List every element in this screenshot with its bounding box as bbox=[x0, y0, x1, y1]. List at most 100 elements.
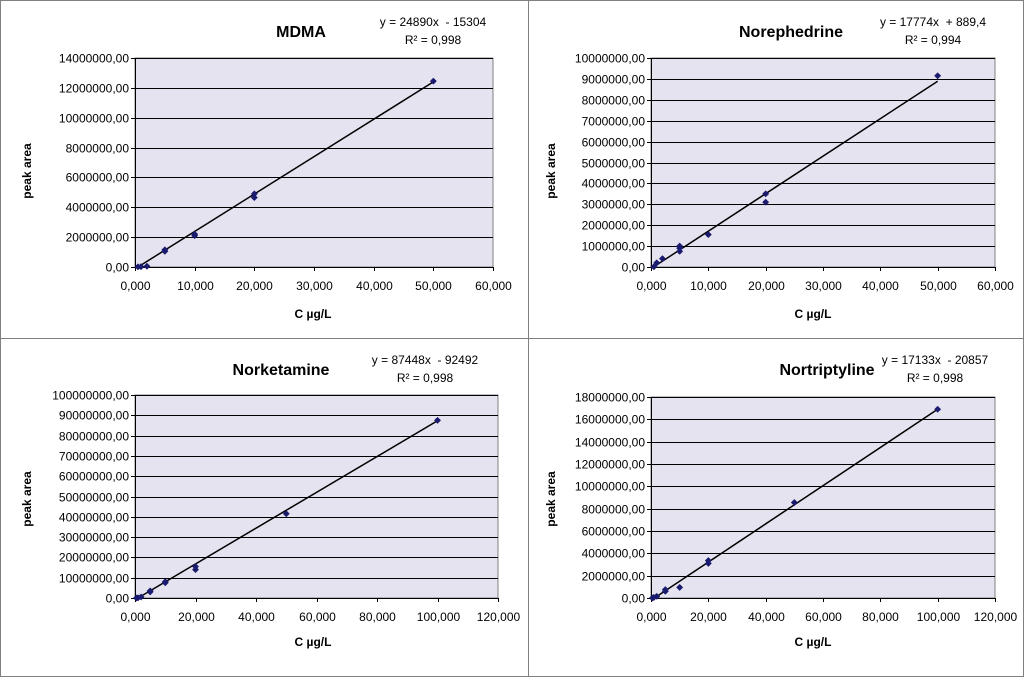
y-tick-label: 1000000,00 bbox=[582, 240, 646, 254]
x-tick-label: 40,000 bbox=[356, 279, 393, 293]
y-tick-label: 14000000,00 bbox=[575, 436, 645, 450]
y-tick-label: 10000000,00 bbox=[575, 52, 645, 66]
x-tick-label: 20,000 bbox=[748, 279, 785, 293]
chart-title: Nortriptyline bbox=[779, 362, 874, 379]
r-squared-label: R² = 0,994 bbox=[905, 33, 962, 47]
data-point bbox=[658, 255, 667, 263]
x-axis-title: C µg/L bbox=[795, 635, 832, 649]
data-point bbox=[250, 194, 258, 202]
data-point bbox=[934, 72, 942, 80]
x-axis-title: C µg/L bbox=[295, 635, 332, 649]
y-tick-label: 4000000,00 bbox=[66, 201, 130, 215]
y-tick-label: 0,00 bbox=[106, 592, 130, 606]
y-tick-label: 80000000,00 bbox=[59, 430, 129, 444]
y-tick-label: 50000000,00 bbox=[59, 491, 129, 505]
x-tick-label: 20,000 bbox=[178, 610, 215, 624]
trendline bbox=[137, 420, 438, 599]
y-tick-label: 3000000,00 bbox=[582, 198, 646, 212]
chart-panel-mdma: 0,00 2000000,00 4000000,00 6000000,00 800000… bbox=[0, 0, 529, 339]
x-tick-label: 60,000 bbox=[475, 279, 512, 293]
trendline-equation: y = 17774x + 889,4 bbox=[880, 15, 986, 29]
data-point bbox=[191, 230, 199, 238]
x-tick-label: 20,000 bbox=[690, 610, 727, 624]
y-tick-label: 4000000,00 bbox=[582, 547, 646, 561]
y-tick-label: 12000000,00 bbox=[575, 458, 645, 472]
plot-area bbox=[650, 396, 996, 599]
x-tick-label: 10,000 bbox=[690, 279, 727, 293]
y-tick-label: 30000000,00 bbox=[59, 531, 129, 545]
x-tick-label: 40,000 bbox=[748, 610, 785, 624]
x-tick-label: 0,000 bbox=[636, 610, 666, 624]
y-tick-label: 40000000,00 bbox=[59, 511, 129, 525]
trendline-equation: y = 24890x - 15304 bbox=[380, 15, 487, 29]
x-tick-label: 30,000 bbox=[805, 279, 842, 293]
chart-panel-norephedrine: 0,00 1000000,00 2000000,00 3000000,00 400000… bbox=[528, 0, 1024, 339]
x-tick-label: 40,000 bbox=[862, 279, 899, 293]
y-tick-label: 8000000,00 bbox=[582, 503, 646, 517]
y-tick-label: 4000000,00 bbox=[582, 177, 646, 191]
data-point bbox=[676, 583, 684, 591]
x-tick-label: 100,000 bbox=[417, 610, 461, 624]
chart-svg-norephedrine: 0,00 1000000,00 2000000,00 3000000,00 400000… bbox=[544, 15, 1014, 321]
x-tick-label: 80,000 bbox=[359, 610, 396, 624]
y-tick-label: 90000000,00 bbox=[59, 409, 129, 423]
data-point bbox=[704, 231, 712, 239]
data-point bbox=[934, 405, 942, 413]
x-tick-label: 60,000 bbox=[805, 610, 842, 624]
data-point bbox=[653, 592, 661, 600]
chart-svg-mdma: 0,00 2000000,00 4000000,00 6000000,00 800000… bbox=[20, 15, 512, 321]
y-tick-label: 6000000,00 bbox=[582, 525, 646, 539]
x-tick-label: 0,000 bbox=[636, 279, 666, 293]
y-tick-label: 8000000,00 bbox=[582, 94, 646, 108]
x-tick-label: 10,000 bbox=[177, 279, 214, 293]
x-tick-label: 60,000 bbox=[299, 610, 336, 624]
data-point bbox=[429, 77, 437, 85]
x-tick-label: 50,000 bbox=[415, 279, 452, 293]
y-tick-label: 60000000,00 bbox=[59, 470, 129, 484]
data-point bbox=[762, 198, 770, 206]
data-point bbox=[282, 510, 290, 518]
y-tick-label: 12000000,00 bbox=[59, 82, 129, 96]
trendline-equation: y = 87448x - 92492 bbox=[372, 353, 479, 367]
y-tick-label: 10000000,00 bbox=[59, 572, 129, 586]
y-axis-title: peak area bbox=[20, 143, 34, 199]
x-tick-label: 50,000 bbox=[920, 279, 957, 293]
chart-panel-norketamine: 0,00 10000000,00 20000000,00 30000000,00 400… bbox=[0, 338, 529, 677]
y-tick-label: 10000000,00 bbox=[575, 480, 645, 494]
chart-title: Norketamine bbox=[233, 362, 330, 379]
data-point bbox=[143, 262, 151, 270]
y-tick-label: 5000000,00 bbox=[582, 157, 646, 171]
chart-svg-nortriptyline: 0,00 2000000,00 4000000,00 6000000,00 800000… bbox=[544, 353, 1018, 649]
data-point bbox=[191, 562, 200, 571]
x-tick-label: 120,000 bbox=[974, 610, 1018, 624]
x-tick-label: 100,000 bbox=[917, 610, 961, 624]
y-tick-label: 14000000,00 bbox=[59, 52, 129, 66]
data-point bbox=[650, 263, 658, 271]
x-axis-title: C µg/L bbox=[795, 307, 832, 321]
data-point bbox=[161, 578, 169, 586]
trendline-equation: y = 17133x - 20857 bbox=[882, 353, 989, 367]
y-tick-label: 9000000,00 bbox=[582, 73, 646, 87]
data-point bbox=[146, 587, 154, 595]
y-tick-label: 100000000,00 bbox=[52, 389, 129, 403]
r-squared-label: R² = 0,998 bbox=[405, 33, 462, 47]
y-tick-label: 7000000,00 bbox=[582, 115, 646, 129]
data-point bbox=[137, 263, 145, 271]
chart-title: Norephedrine bbox=[739, 24, 843, 41]
data-point bbox=[762, 190, 770, 198]
x-tick-label: 0,000 bbox=[120, 279, 150, 293]
data-point bbox=[161, 246, 169, 254]
y-axis-title: peak area bbox=[544, 471, 558, 527]
x-tick-label: 20,000 bbox=[236, 279, 273, 293]
chart-svg-norketamine: 0,00 10000000,00 20000000,00 30000000,00 400… bbox=[20, 353, 521, 649]
y-axis-title: peak area bbox=[20, 471, 34, 527]
data-point bbox=[661, 586, 669, 594]
x-tick-label: 30,000 bbox=[296, 279, 333, 293]
y-axis-title: peak area bbox=[544, 143, 558, 199]
y-tick-label: 10000000,00 bbox=[59, 112, 129, 126]
x-tick-label: 120,000 bbox=[477, 610, 521, 624]
x-tick-label: 0,000 bbox=[120, 610, 150, 624]
y-tick-label: 2000000,00 bbox=[66, 231, 130, 245]
data-point bbox=[676, 242, 684, 250]
